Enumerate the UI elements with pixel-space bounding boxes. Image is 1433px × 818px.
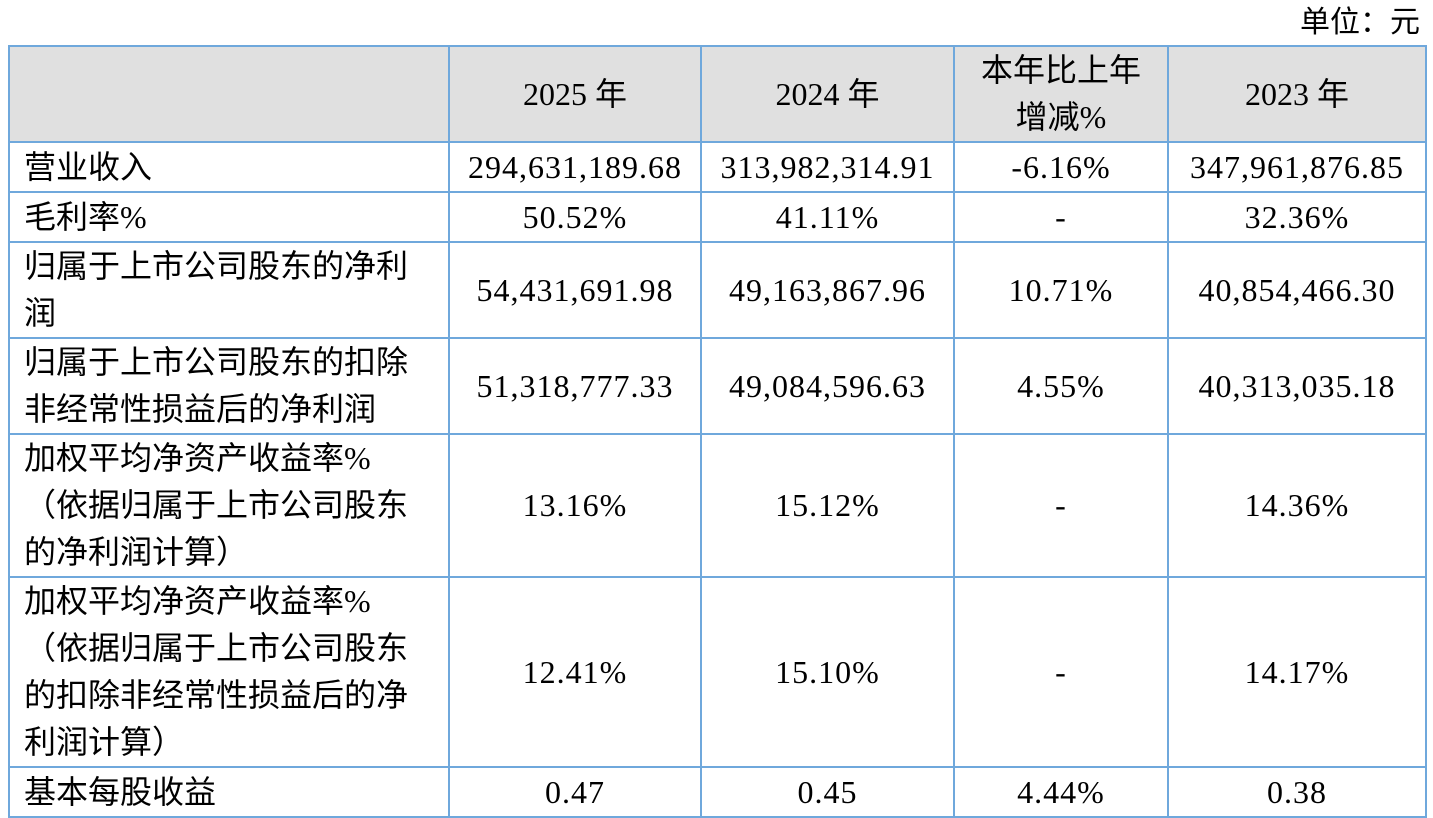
value-2025: 12.41%: [448, 576, 702, 768]
value-2023: 32.36%: [1167, 191, 1427, 243]
value-2024: 49,163,867.96: [700, 241, 955, 339]
value-2023: 40,854,466.30: [1167, 241, 1427, 339]
table-row-net-profit-excl-nonrecurring: 归属于上市公司股东的扣除非经常性损益后的净利润 51,318,777.33 49…: [8, 337, 1427, 435]
row-label: 营业收入: [8, 141, 450, 193]
unit-label: 单位：元: [1300, 6, 1420, 39]
value-2024: 49,084,596.63: [700, 337, 955, 435]
table-row-weighted-avg-roe: 加权平均净资产收益率%（依据归属于上市公司股东的净利润计算） 13.16% 15…: [8, 433, 1427, 578]
value-2024: 41.11%: [700, 191, 955, 243]
table-row-basic-eps: 基本每股收益 0.47 0.45 4.44% 0.38: [8, 766, 1427, 818]
value-2025: 294,631,189.68: [448, 141, 702, 193]
value-2023: 14.36%: [1167, 433, 1427, 578]
table-header-row: 2025 年 2024 年 本年比上年增减% 2023 年: [8, 45, 1427, 143]
header-yoy-change: 本年比上年增减%: [953, 45, 1169, 143]
table-row-weighted-avg-roe-excl-nonrecurring: 加权平均净资产收益率%（依据归属于上市公司股东的扣除非经常性损益后的净利润计算）…: [8, 576, 1427, 768]
value-2024: 15.10%: [700, 576, 955, 768]
row-label: 归属于上市公司股东的净利润: [8, 241, 450, 339]
value-2025: 51,318,777.33: [448, 337, 702, 435]
value-2024: 313,982,314.91: [700, 141, 955, 193]
header-year-2025: 2025 年: [448, 45, 702, 143]
value-2025: 0.47: [448, 766, 702, 818]
row-label: 加权平均净资产收益率%（依据归属于上市公司股东的净利润计算）: [8, 433, 450, 578]
header-year-2024: 2024 年: [700, 45, 955, 143]
value-2023: 347,961,876.85: [1167, 141, 1427, 193]
row-label: 加权平均净资产收益率%（依据归属于上市公司股东的扣除非经常性损益后的净利润计算）: [8, 576, 450, 768]
value-yoy: -6.16%: [953, 141, 1169, 193]
row-label: 归属于上市公司股东的扣除非经常性损益后的净利润: [8, 337, 450, 435]
value-2025: 13.16%: [448, 433, 702, 578]
table-row-gross-margin: 毛利率% 50.52% 41.11% - 32.36%: [8, 191, 1427, 243]
value-2024: 0.45: [700, 766, 955, 818]
value-yoy: -: [953, 433, 1169, 578]
value-2024: 15.12%: [700, 433, 955, 578]
value-yoy: -: [953, 576, 1169, 768]
value-2023: 40,313,035.18: [1167, 337, 1427, 435]
table-row-operating-revenue: 营业收入 294,631,189.68 313,982,314.91 -6.16…: [8, 141, 1427, 193]
value-yoy: -: [953, 191, 1169, 243]
value-yoy: 10.71%: [953, 241, 1169, 339]
value-2025: 50.52%: [448, 191, 702, 243]
header-indicator: [8, 45, 450, 143]
value-2023: 14.17%: [1167, 576, 1427, 768]
value-2023: 0.38: [1167, 766, 1427, 818]
financial-summary-table: 2025 年 2024 年 本年比上年增减% 2023 年 营业收入 294,6…: [8, 45, 1427, 818]
value-yoy: 4.44%: [953, 766, 1169, 818]
table-row-net-profit: 归属于上市公司股东的净利润 54,431,691.98 49,163,867.9…: [8, 241, 1427, 339]
value-2025: 54,431,691.98: [448, 241, 702, 339]
header-year-2023: 2023 年: [1167, 45, 1427, 143]
value-yoy: 4.55%: [953, 337, 1169, 435]
row-label: 基本每股收益: [8, 766, 450, 818]
row-label: 毛利率%: [8, 191, 450, 243]
